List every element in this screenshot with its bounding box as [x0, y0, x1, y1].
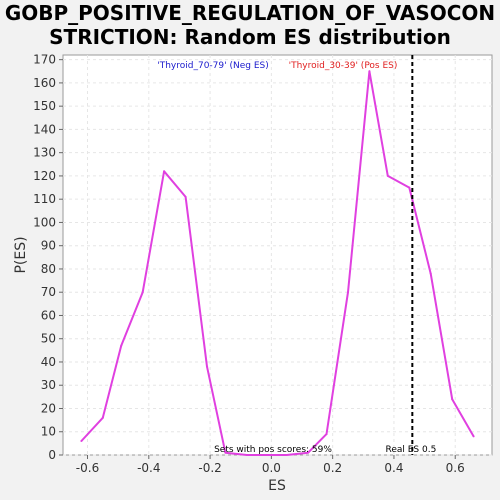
- data-point: [184, 195, 187, 198]
- y-tick-label: 50: [41, 332, 56, 346]
- y-tick-label: 40: [41, 355, 56, 369]
- data-point: [408, 186, 411, 189]
- data-point: [141, 291, 144, 294]
- data-point: [206, 365, 209, 368]
- data-point: [120, 344, 123, 347]
- y-tick-label: 130: [33, 146, 56, 160]
- y-tick-label: 90: [41, 239, 56, 253]
- real-es-label: Real ES 0.5: [385, 445, 436, 455]
- data-point: [285, 454, 288, 456]
- x-axis-label: ES: [268, 478, 286, 494]
- legend-pos-es: 'Thyroid_30-39' (Pos ES): [289, 61, 398, 71]
- y-tick-label: 60: [41, 308, 56, 322]
- data-point: [264, 454, 267, 456]
- x-tick-label: 0.2: [323, 461, 342, 475]
- data-point: [386, 174, 389, 177]
- data-point: [307, 451, 310, 454]
- chart-title-line-2: STRICTION: Random ES distribution: [49, 25, 451, 49]
- y-tick-label: 80: [41, 262, 56, 276]
- y-tick-label: 170: [33, 53, 56, 67]
- y-tick-label: 30: [41, 378, 56, 392]
- data-point: [101, 416, 104, 419]
- series-line: [80, 70, 475, 456]
- y-tick-label: 70: [41, 285, 56, 299]
- y-tick-label: 0: [48, 448, 56, 462]
- data-point: [245, 454, 248, 456]
- data-point: [429, 272, 432, 275]
- x-tick-label: -0.6: [76, 461, 99, 475]
- series-layer: [80, 70, 475, 456]
- y-tick-label: 150: [33, 99, 56, 113]
- y-tick-label: 100: [33, 215, 56, 229]
- overlay-layer: Real ES 0.5 'Thyroid_70-79' (Neg ES) 'Thyr…: [157, 55, 436, 455]
- data-point: [451, 398, 454, 401]
- y-tick-label: 120: [33, 169, 56, 183]
- data-point: [346, 291, 349, 294]
- y-tick-label: 20: [41, 401, 56, 415]
- plot-area: [62, 54, 493, 456]
- y-tick-label: 140: [33, 122, 56, 136]
- y-tick-label: 110: [33, 192, 56, 206]
- y-axis-label: P(ES): [13, 236, 29, 273]
- data-point: [224, 451, 227, 454]
- data-point: [163, 170, 166, 173]
- pos-scores-annotation: Sets with pos scores: 59%: [214, 445, 332, 455]
- y-tick-label: 160: [33, 76, 56, 90]
- x-tick-label: 0.0: [262, 461, 281, 475]
- legend-neg-es: 'Thyroid_70-79' (Neg ES): [157, 61, 268, 71]
- chart-title-line-1: GOBP_POSITIVE_REGULATION_OF_VASOCON: [4, 1, 496, 25]
- y-tick-label: 10: [41, 425, 56, 439]
- axes: 0 10 20 30 40 50 60 70 80 90 100 110 120 130 140 150 160…: [33, 53, 465, 475]
- x-tick-label: -0.4: [137, 461, 160, 475]
- data-point: [80, 440, 83, 443]
- x-tick-label: 0.4: [384, 461, 403, 475]
- data-point: [325, 433, 328, 436]
- data-point: [368, 70, 371, 73]
- data-point: [472, 435, 475, 438]
- x-tick-label: -0.2: [198, 461, 221, 475]
- x-tick-label: 0.6: [446, 461, 465, 475]
